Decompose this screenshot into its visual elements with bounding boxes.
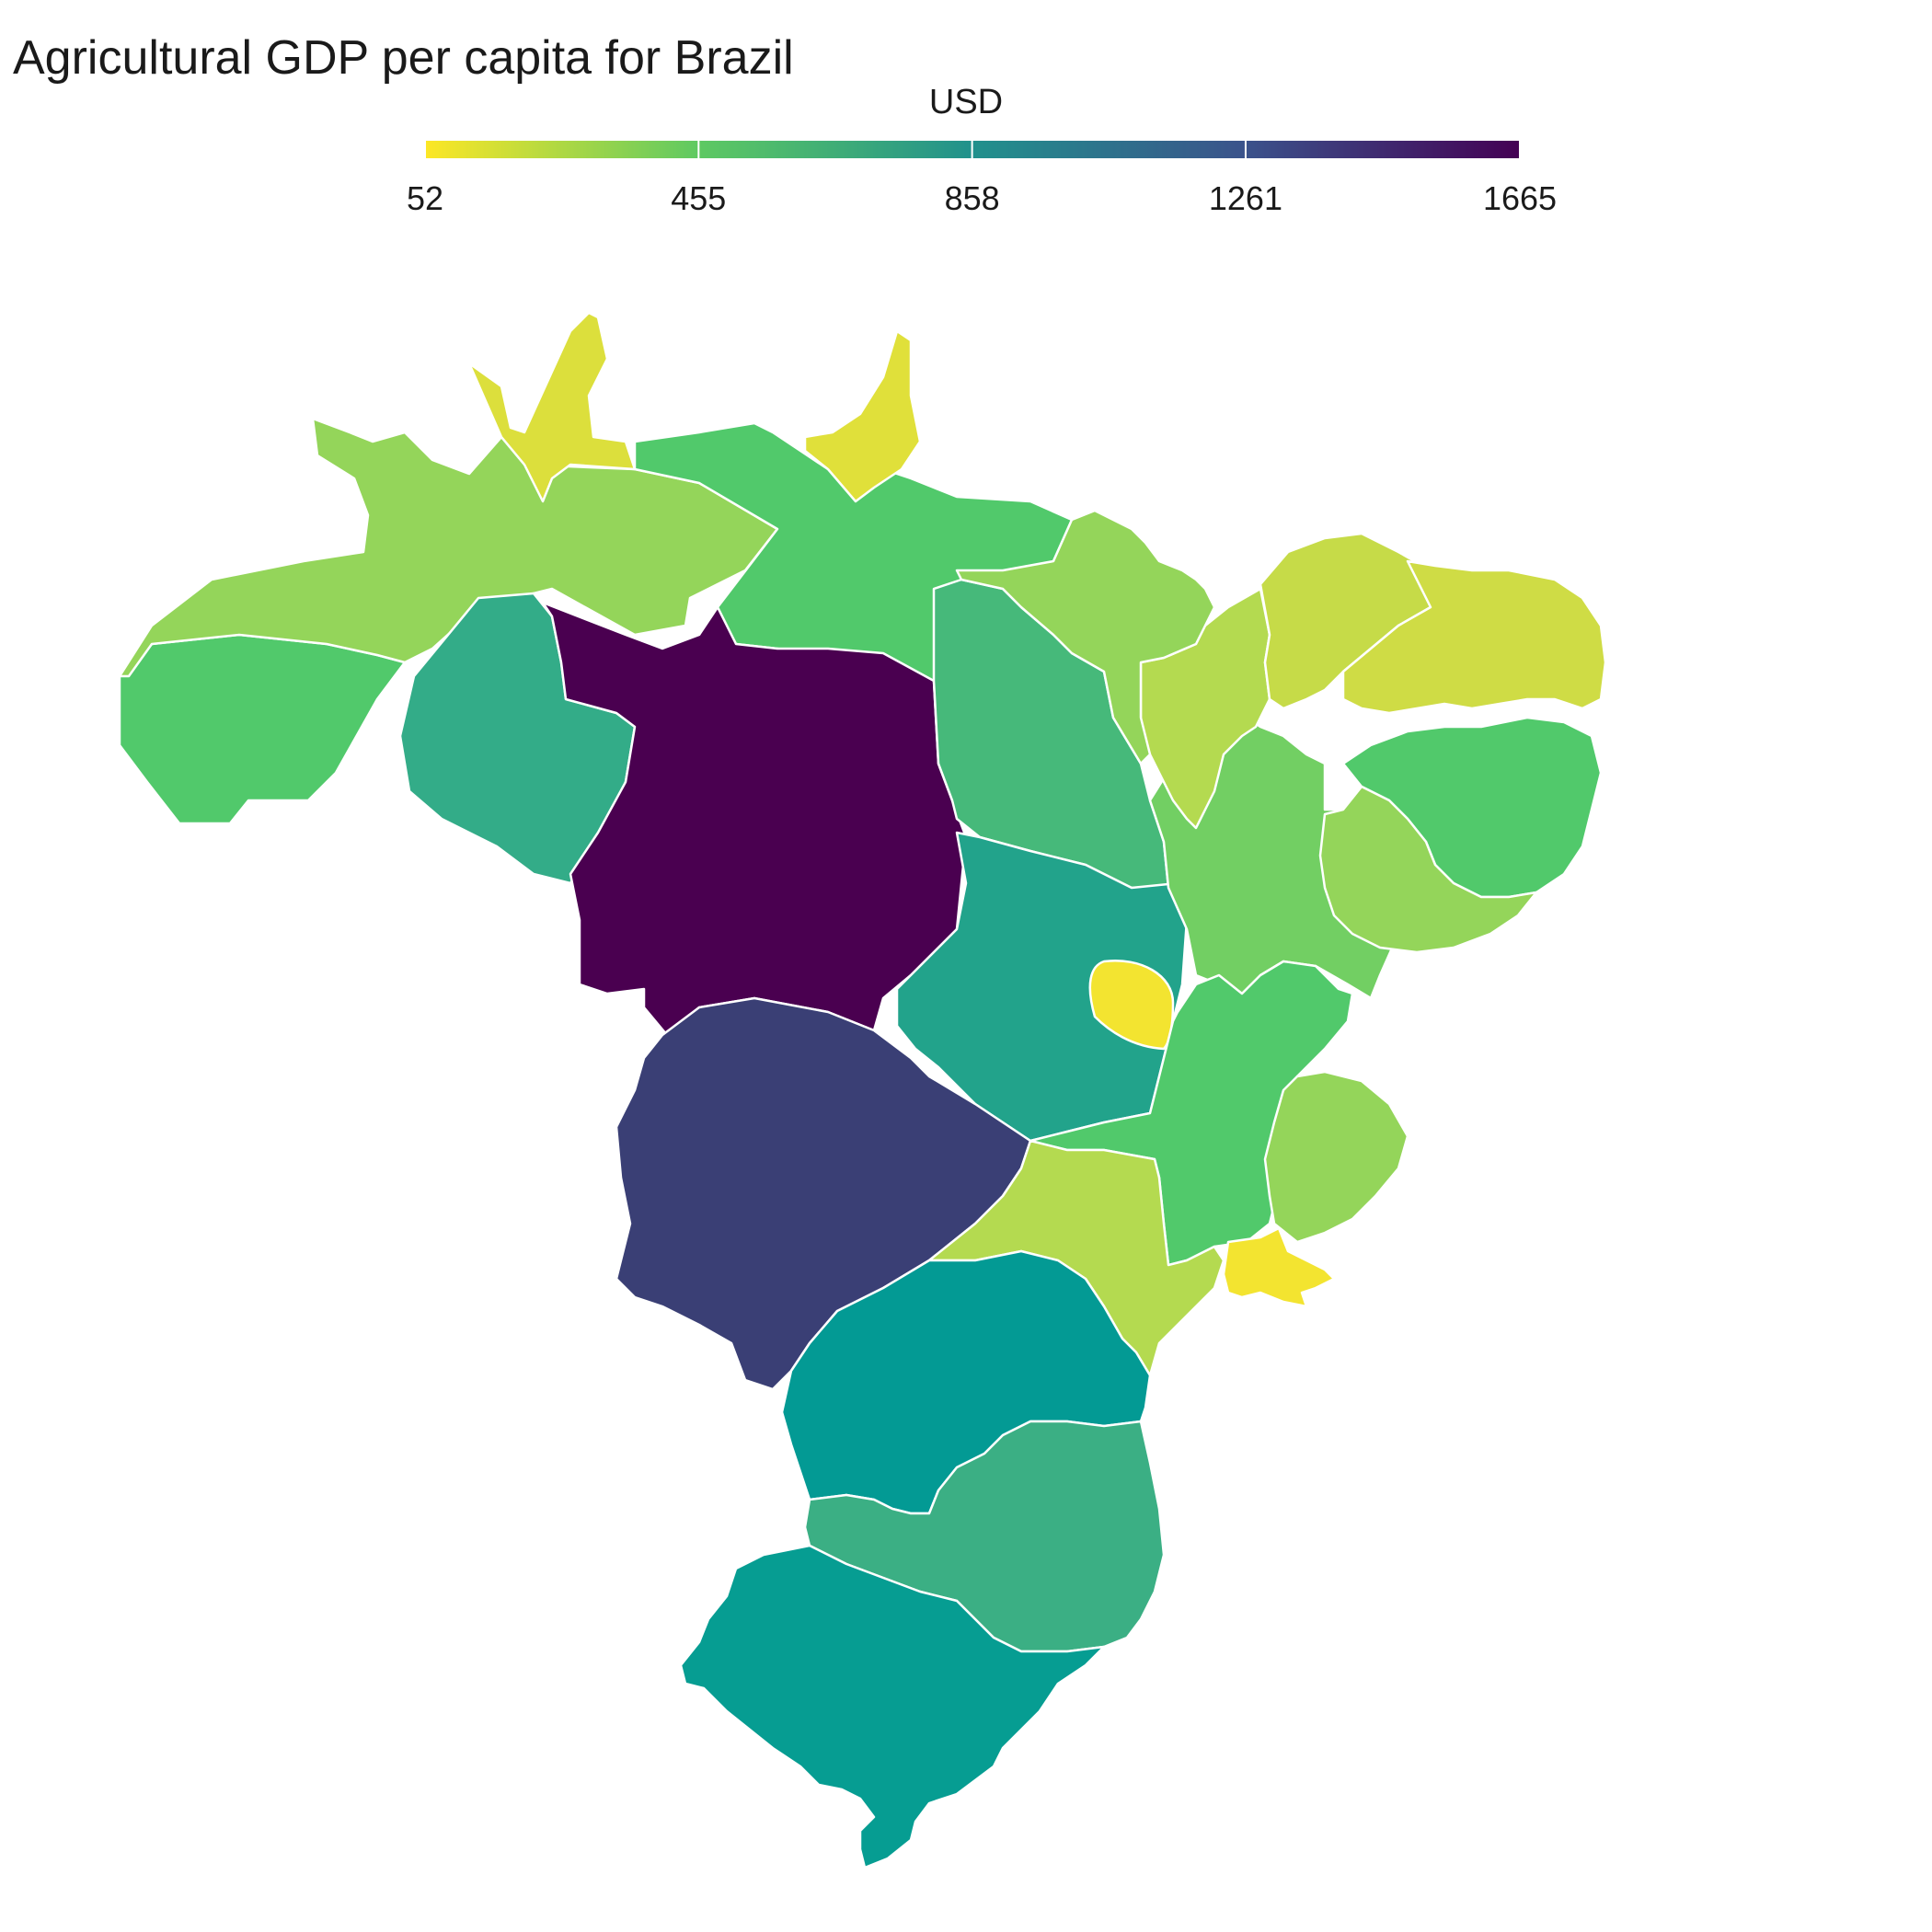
- region-green-southeast[interactable]: [1263, 1070, 1409, 1244]
- colorbar-tick-label: 1261: [1209, 179, 1282, 217]
- region-lightgreen-maranhao[interactable]: [955, 509, 1216, 765]
- chart-title: Agricultural GDP per capita for Brazil: [13, 31, 794, 85]
- region-yellow-oval[interactable]: [1088, 959, 1175, 1051]
- colorbar-tick-label: 52: [407, 179, 443, 217]
- region-lightgreen-alagoas[interactable]: [1318, 785, 1538, 954]
- region-yellow-rio[interactable]: [1222, 1226, 1336, 1308]
- region-yellowgreen-rn[interactable]: [1341, 559, 1607, 715]
- legend-title: USD: [928, 83, 1004, 121]
- colorbar-tick-label: 455: [671, 179, 726, 217]
- region-teal-riograndedosul[interactable]: [679, 1544, 1106, 1869]
- colorbar-tick-label: 1665: [1483, 179, 1557, 217]
- region-roraima[interactable]: [467, 311, 637, 503]
- colorbar-tick-label: 858: [945, 179, 1000, 217]
- map-regions: [118, 311, 1607, 1869]
- region-yellowgreen-piaui[interactable]: [1139, 587, 1271, 830]
- region-amazonas-west[interactable]: [118, 633, 407, 825]
- region-purple-center[interactable]: [541, 601, 968, 1037]
- colorbar: 52 455 858 1261 1665: [407, 141, 1557, 217]
- region-amapa[interactable]: [803, 329, 922, 503]
- colorbar-ticks: 52 455 858 1261 1665: [407, 141, 1557, 217]
